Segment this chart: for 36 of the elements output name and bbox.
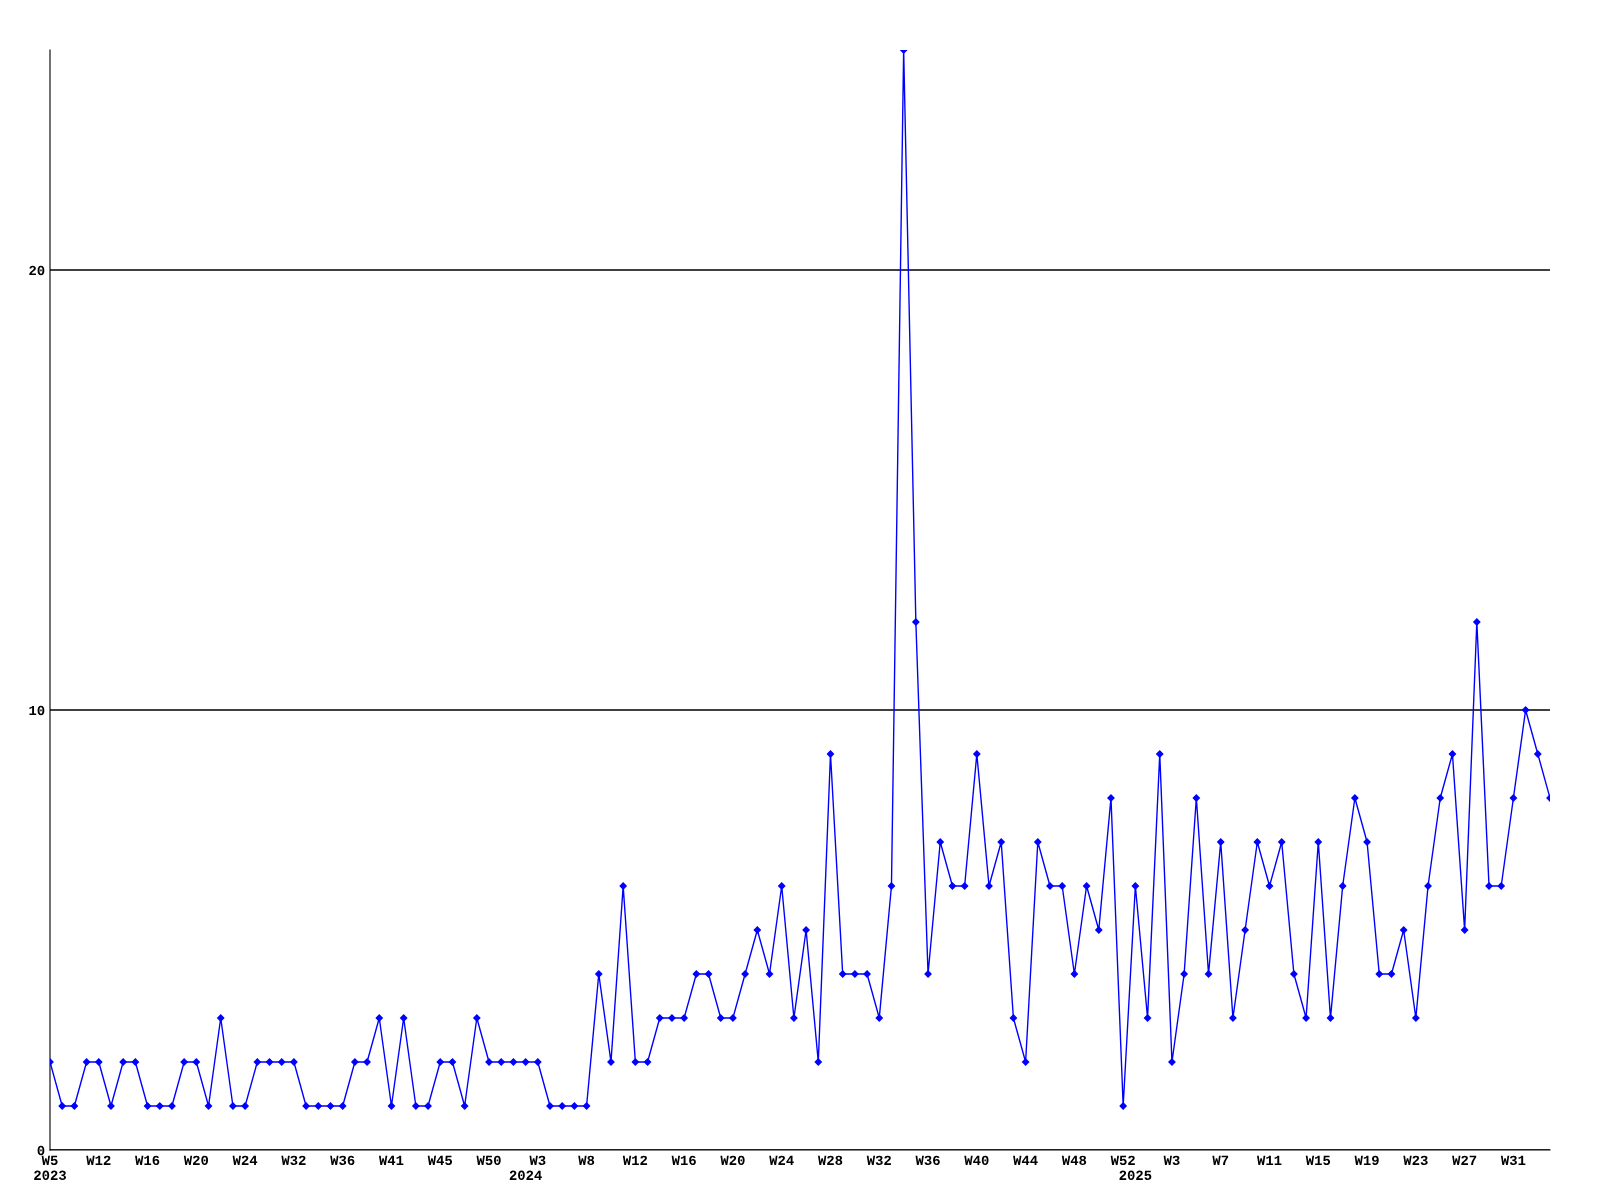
x-tick-label: W52 (1110, 1155, 1135, 1166)
x-tick-label: W8 (578, 1155, 595, 1166)
x-tick-label: W24 (232, 1155, 258, 1165)
x-tick-label: W31 (1500, 1155, 1526, 1166)
y-tick-label: 20 (29, 265, 45, 276)
x-tick-label: W48 (1061, 1155, 1087, 1166)
x-tick-label: W3 (1163, 1155, 1180, 1166)
x-tick-label: W16 (671, 1155, 696, 1166)
x-tick-label: W32 (866, 1155, 891, 1166)
x-tick-label: W7 (1212, 1155, 1229, 1165)
x-tick-label: W28 (817, 1155, 843, 1166)
x-tick-label: W36 (330, 1155, 355, 1166)
x-tick-label: W12 (86, 1155, 111, 1165)
x-tick-label: W19 (1354, 1155, 1379, 1166)
x-tick-label: W32 (281, 1155, 306, 1166)
x-tick-label: W24 (769, 1155, 794, 1165)
x-tick-label: 2025 (1119, 1170, 1152, 1181)
x-tick-label: 2024 (509, 1170, 542, 1181)
x-tick-label: W41 (378, 1155, 404, 1165)
x-tick-label: W36 (915, 1155, 940, 1166)
x-tick-label: W3 (529, 1155, 546, 1166)
x-tick-label: W23 (1403, 1155, 1428, 1166)
x-tick-label: W20 (183, 1155, 209, 1166)
x-tick-label: W12 (622, 1155, 648, 1165)
x-tick-label: W27 (1452, 1155, 1477, 1165)
x-tick-label: W15 (1305, 1155, 1331, 1166)
y-tick-label: 10 (29, 705, 45, 716)
x-tick-label: W20 (720, 1155, 745, 1166)
x-tick-label: W11 (1257, 1155, 1282, 1165)
x-tick-label: W16 (135, 1155, 160, 1166)
x-tick-label: W40 (964, 1155, 989, 1166)
x-tick-label: W50 (476, 1155, 501, 1166)
y-tick-label: 0 (37, 1145, 45, 1156)
x-tick-label: W44 (1013, 1155, 1038, 1165)
x-tick-label: W5 2023 (34, 1155, 66, 1181)
x-tick-label: W45 (427, 1155, 453, 1166)
